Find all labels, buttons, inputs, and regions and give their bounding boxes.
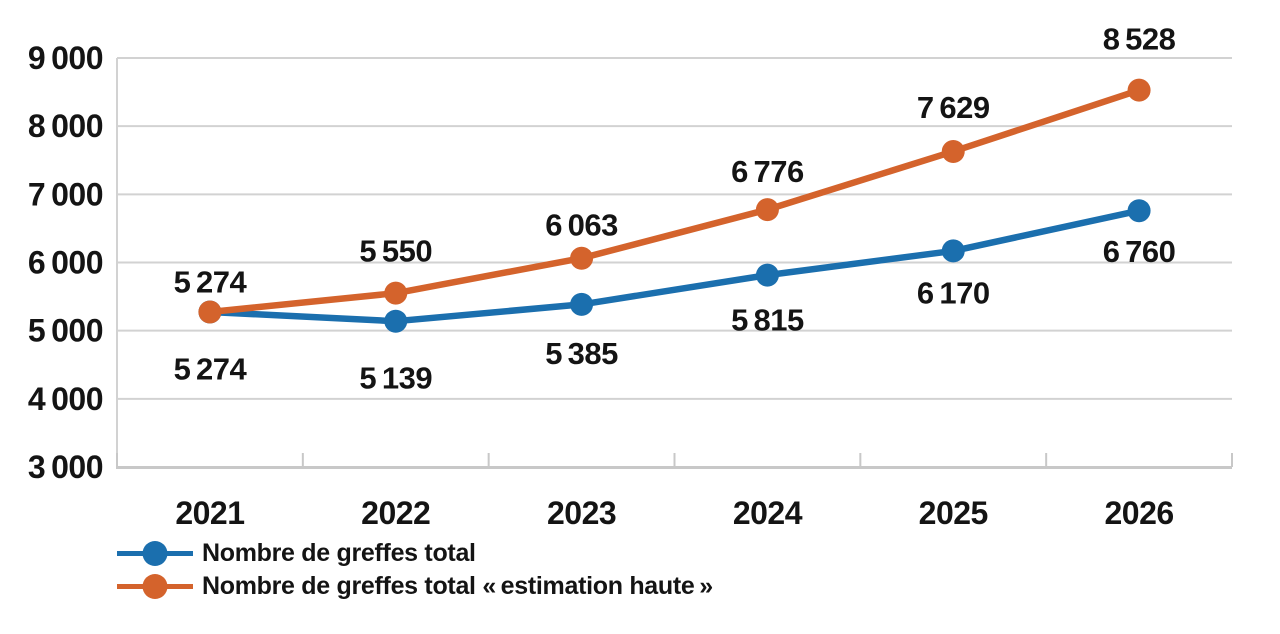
y-axis-tick-label: 3 000 [28, 449, 103, 485]
data-point-label: 6 170 [917, 275, 990, 310]
y-axis-tick-label: 9 000 [28, 40, 103, 76]
x-axis-tick-label: 2022 [361, 495, 430, 531]
data-point-marker [1127, 199, 1151, 223]
legend-item-estimation-haute: Nombre de greffes total « estimation hau… [116, 570, 713, 603]
y-axis-tick-label: 6 000 [28, 245, 103, 281]
y-axis-tick-label: 7 000 [28, 176, 103, 212]
data-point-marker [570, 246, 594, 270]
data-point-label: 6 063 [545, 208, 618, 243]
data-point-marker [1127, 78, 1151, 102]
data-point-marker [755, 198, 779, 222]
legend-label-estimation-haute: Nombre de greffes total « estimation hau… [202, 572, 713, 600]
legend-label-greffes-total: Nombre de greffes total [202, 539, 476, 567]
x-axis-tick-label: 2025 [919, 495, 988, 531]
x-axis-tick-label: 2026 [1104, 495, 1173, 531]
y-axis-tick-label: 8 000 [28, 108, 103, 144]
legend-dot [142, 541, 168, 566]
data-point-marker [198, 300, 222, 324]
y-axis-tick-label: 4 000 [28, 381, 103, 417]
y-axis-tick-label: 5 000 [28, 313, 103, 349]
legend-dot [142, 574, 168, 599]
data-point-label: 8 528 [1103, 22, 1176, 57]
x-axis-tick-label: 2024 [733, 495, 803, 531]
data-point-marker [941, 239, 965, 263]
data-point-marker [570, 292, 594, 316]
series-line [209, 87, 1141, 316]
legend-marker-line-dot-orange [117, 574, 193, 599]
data-point-label: 6 760 [1103, 234, 1176, 269]
x-axis-tick-label: 2021 [175, 495, 244, 531]
x-axis-tick-label: 2023 [547, 495, 616, 531]
legend-item-greffes-total: Nombre de greffes total [116, 537, 713, 570]
data-point-marker [384, 281, 408, 305]
data-point-label: 5 550 [359, 234, 432, 269]
chart-legend: Nombre de greffes total Nombre de greffe… [116, 537, 713, 603]
data-point-label: 5 815 [731, 303, 804, 338]
data-point-label: 5 274 [174, 351, 248, 386]
data-point-label: 7 629 [917, 90, 990, 125]
data-point-marker [384, 309, 408, 333]
data-point-label: 5 274 [174, 264, 248, 299]
data-point-marker [755, 263, 779, 287]
series-line [209, 207, 1140, 325]
data-point-label: 5 139 [359, 361, 432, 396]
data-point-label: 5 385 [545, 336, 618, 371]
data-point-marker [941, 139, 965, 163]
data-point-label: 6 776 [731, 154, 804, 189]
legend-marker-line-dot-blue [117, 541, 193, 566]
